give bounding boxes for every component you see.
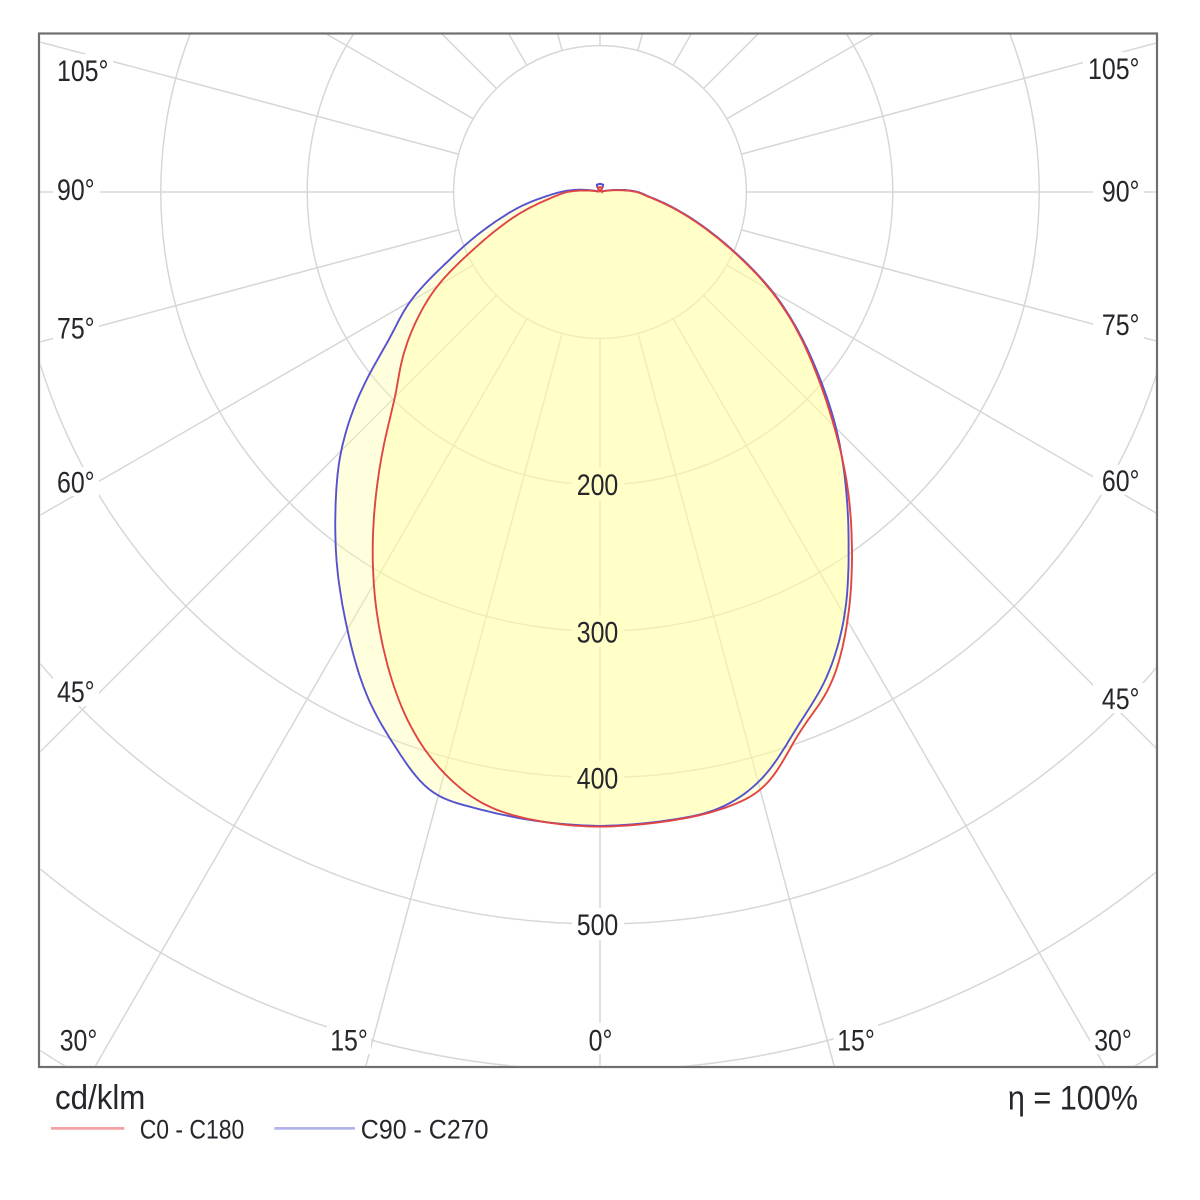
svg-text:75°: 75° [1102,308,1140,342]
svg-text:η = 100%: η = 100% [1008,1079,1138,1117]
svg-text:200: 200 [577,468,619,502]
svg-text:90°: 90° [1102,174,1140,208]
svg-text:500: 500 [577,908,619,942]
svg-text:105°: 105° [57,54,108,88]
svg-text:C0 - C180: C0 - C180 [140,1115,245,1145]
svg-text:75°: 75° [57,311,95,345]
svg-text:105°: 105° [1088,52,1139,86]
svg-text:60°: 60° [1102,464,1140,498]
svg-text:300: 300 [577,615,619,649]
svg-text:400: 400 [577,761,619,795]
svg-text:60°: 60° [57,465,95,499]
svg-text:0°: 0° [589,1023,613,1057]
svg-text:45°: 45° [57,675,95,709]
svg-text:45°: 45° [1102,682,1140,716]
svg-text:90°: 90° [57,173,95,207]
svg-text:30°: 30° [60,1023,98,1057]
svg-text:30°: 30° [1094,1023,1132,1057]
svg-text:15°: 15° [837,1023,875,1057]
svg-text:cd/klm: cd/klm [55,1078,145,1117]
svg-text:15°: 15° [330,1023,368,1057]
svg-text:C90 - C270: C90 - C270 [361,1114,489,1145]
